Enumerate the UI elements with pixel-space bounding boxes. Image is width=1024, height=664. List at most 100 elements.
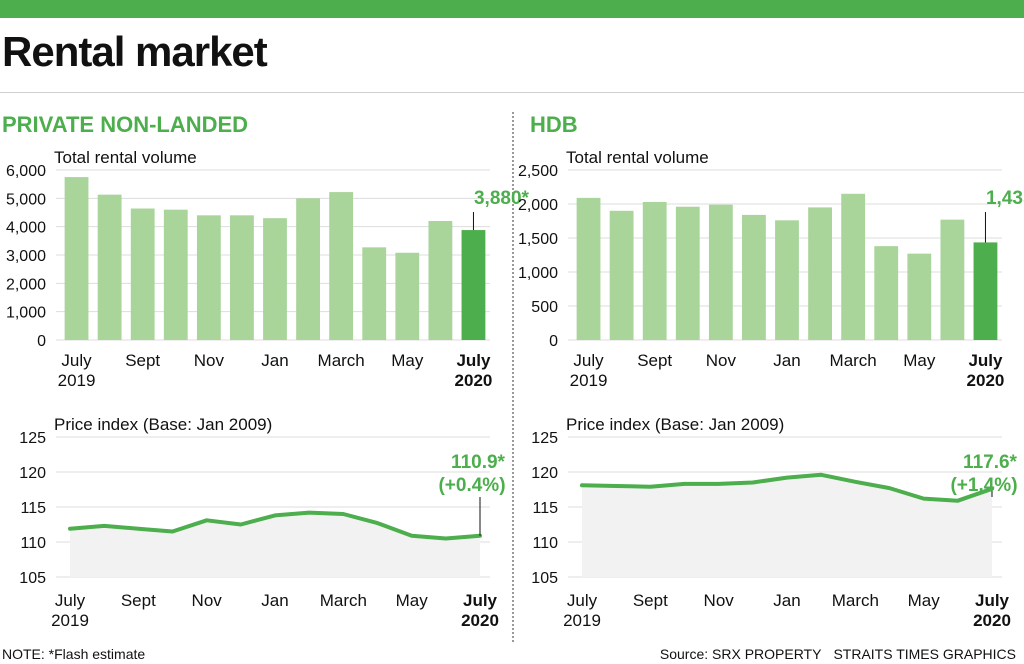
hdb-volume-x-tick-label: Nov [706,351,737,370]
private-volume-chart-title: Total rental volume [54,148,197,167]
hdb-volume-x-tick-label: Jan [773,351,800,370]
private-price-annotation-value: 110.9* [451,452,505,473]
private-volume-y-tick-label: 5,000 [6,191,46,208]
private-volume-x-tick-year: 2020 [455,371,493,390]
private-volume-bar [461,230,486,340]
hdb-price-data-point [990,487,994,491]
private-price-y-tick-label: 105 [19,570,46,587]
hdb-volume-y-tick-label: 1,500 [518,231,558,248]
private-price-x-tick-label: Nov [192,591,223,610]
hdb-volume-x-tick-label: May [903,351,936,370]
hdb-price-data-point [785,476,789,480]
source-label: Source: SRX PROPERTY [659,646,822,662]
private-price-data-point [205,518,209,522]
private-price-x-tick-label: Jan [261,591,288,610]
private-volume-bar [362,247,387,340]
private-price-data-point [171,530,174,533]
hdb-price-x-tick-label: May [908,591,941,610]
hdb-price-annotation-value: 117.6* [963,452,1017,473]
private-price-data-point [376,521,379,525]
hdb-volume-bar [841,193,866,340]
hdb-price-data-point [614,484,618,488]
hdb-price-y-tick-label: 115 [532,500,558,517]
private-price-y-tick-label: 125 [19,430,46,447]
hdb-price-x-tick-label: March [832,591,879,610]
hdb-volume-bar [775,220,799,340]
page-title: Rental market [2,28,268,75]
private-price-y-tick-label: 115 [20,500,46,517]
hdb-price-x-tick-year: 2020 [973,611,1011,630]
private-price-data-point [136,527,140,531]
hdb-volume-x-tick-year: 2020 [967,371,1005,390]
private-volume-bar [64,177,89,340]
private-price-x-tick-label: May [396,591,429,610]
private-price-data-point [239,523,243,526]
hdb-volume-y-tick-label: 500 [531,299,558,316]
private-volume-y-tick-label: 3,000 [6,248,46,265]
hdb-price-x-tick-year: 2019 [563,611,601,630]
section-divider [512,112,514,642]
hdb-volume-bar [708,204,733,340]
private-price-data-point [478,534,482,538]
hdb-price-y-tick-label: 125 [531,430,558,447]
private-volume-bar [130,208,155,340]
hdb-price-data-point [819,473,823,477]
private-volume-y-tick-label: 2,000 [6,276,46,293]
section-title-private: PRIVATE NON-LANDED [2,112,249,137]
private-price-data-point [410,534,414,538]
hdb-price-area-fill [582,474,992,577]
section-title-hdb: HDB [530,112,578,137]
hdb-volume-bar [874,246,899,340]
hdb-price-x-tick-label: Jan [773,591,800,610]
private-volume-bar [230,215,254,340]
hdb-price-y-tick-label: 105 [531,570,558,587]
private-volume-x-tick-year: 2019 [58,371,96,390]
hdb-volume-bar [940,219,965,340]
hdb-volume-x-tick-label: Sept [637,351,672,370]
hdb-volume-bar [609,210,634,340]
hdb-price-data-point [648,485,652,489]
private-price-data-point [273,513,277,517]
private-volume-y-tick-label: 4,000 [6,220,46,237]
private-volume-x-tick-label: July [456,351,491,370]
private-volume-bar [428,221,453,340]
hdb-price-chart-title: Price index (Base: Jan 2009) [566,415,784,434]
hdb-volume-chart-title: Total rental volume [566,148,709,167]
hdb-price-x-tick-label: Sept [633,591,668,610]
private-price-x-tick-year: 2019 [51,611,89,630]
private-volume-y-tick-label: 6,000 [6,163,46,180]
hdb-volume-bar [808,207,832,340]
private-volume-bar [163,209,188,340]
private-volume-x-tick-label: Jan [261,351,288,370]
private-price-annotation-change: (+0.4%) [438,475,505,496]
private-price-y-tick-label: 120 [19,465,46,482]
private-price-data-point [307,511,311,515]
hdb-volume-bar [742,214,766,340]
hdb-volume-x-tick-label: July [968,351,1003,370]
hdb-price-data-point [956,499,960,503]
private-volume-bar [196,215,221,340]
hdb-price-y-tick-label: 110 [532,535,558,552]
private-price-area-fill [70,512,480,577]
title-divider [0,92,1024,93]
private-volume-bar [263,218,287,340]
hdb-price-x-tick-label: July [975,591,1010,610]
private-volume-bar [395,252,420,340]
hdb-volume-x-tick-label: July [573,351,604,370]
private-price-x-tick-label: March [320,591,367,610]
source-credit: Source: SRX PROPERTY STRAITS TIMES GRAPHI… [660,646,1016,662]
private-volume-bar [97,194,122,340]
private-price-chart: Price index (Base: Jan 2009) 105 110 115 120… [19,415,505,630]
private-price-y-tick-label: 110 [20,535,46,552]
private-volume-y-tick-label: 0 [37,333,46,350]
hdb-price-y-tick-label: 120 [531,465,558,482]
private-price-x-tick-label: July [463,591,498,610]
private-volume-x-tick-label: May [391,351,424,370]
private-price-x-tick-year: 2020 [461,611,499,630]
hdb-price-data-point [751,481,755,484]
hdb-price-annotation-change: (+1.4%) [950,475,1017,496]
graphics-credit: STRAITS TIMES GRAPHICS [833,646,1016,662]
hdb-volume-bar [973,242,998,340]
private-price-data-point [444,537,448,540]
private-price-x-tick-label: Sept [121,591,156,610]
